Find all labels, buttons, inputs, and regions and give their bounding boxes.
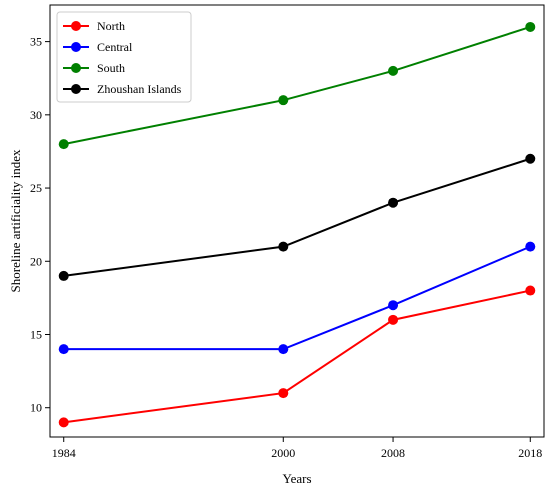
series-south — [58, 21, 536, 150]
legend-box — [56, 11, 192, 103]
legend-item-central: Central — [63, 40, 133, 54]
series-line-north — [63, 289, 531, 424]
data-point-north — [525, 285, 536, 296]
legend-item-north: North — [63, 19, 125, 33]
legend-label: South — [97, 61, 125, 75]
legend-item-south: South — [63, 61, 125, 75]
y-tick-label: 25 — [30, 181, 42, 195]
series-central — [58, 241, 536, 355]
data-point-zhoushan-islands — [388, 197, 399, 208]
legend-swatch-marker — [71, 63, 81, 73]
y-axis: 10 15 20 25 30 35 — [30, 35, 50, 415]
data-point-north — [278, 388, 289, 399]
series-line-south — [63, 26, 531, 146]
data-point-zhoushan-islands — [525, 153, 536, 164]
data-point-central — [58, 344, 69, 355]
data-point-central — [525, 241, 536, 252]
legend-label: North — [97, 19, 125, 33]
series-layer — [58, 21, 536, 428]
data-point-south — [58, 139, 69, 150]
legend-label: Central — [97, 40, 133, 54]
y-tick-label: 35 — [30, 35, 42, 49]
y-tick-label: 15 — [30, 327, 42, 341]
y-tick-label: 10 — [30, 401, 42, 415]
x-tick-label: 2008 — [381, 446, 405, 460]
data-point-south — [278, 95, 289, 106]
y-tick-label: 30 — [30, 108, 42, 122]
data-point-central — [388, 300, 399, 311]
legend-swatch-marker — [71, 21, 81, 31]
y-tick-label: 20 — [30, 254, 42, 268]
legend-swatch-marker — [71, 84, 81, 94]
legend-item-zhoushan-islands: Zhoushan Islands — [63, 82, 182, 96]
data-point-zhoushan-islands — [278, 241, 289, 252]
y-axis-label: Shoreline artificiality index — [8, 149, 23, 292]
data-point-north — [58, 417, 69, 428]
x-tick-label: 2018 — [518, 446, 542, 460]
legend: North Central South Zhoushan Islands — [56, 11, 192, 103]
x-axis-label: Years — [282, 471, 311, 486]
series-line-zhoushan-islands — [63, 157, 531, 277]
plot-frame — [49, 4, 545, 438]
x-axis: 1984 2000 2008 2018 — [52, 437, 542, 460]
series-north — [58, 285, 536, 428]
data-point-central — [278, 344, 289, 355]
data-point-south — [388, 65, 399, 76]
data-point-north — [388, 314, 399, 325]
series-line-central — [63, 245, 531, 351]
data-point-zhoushan-islands — [58, 270, 69, 281]
series-zhoushan-islands — [58, 153, 536, 281]
x-tick-label: 2000 — [271, 446, 295, 460]
data-point-south — [525, 21, 536, 32]
x-tick-label: 1984 — [52, 446, 76, 460]
legend-label: Zhoushan Islands — [97, 82, 182, 96]
legend-swatch-marker — [71, 42, 81, 52]
